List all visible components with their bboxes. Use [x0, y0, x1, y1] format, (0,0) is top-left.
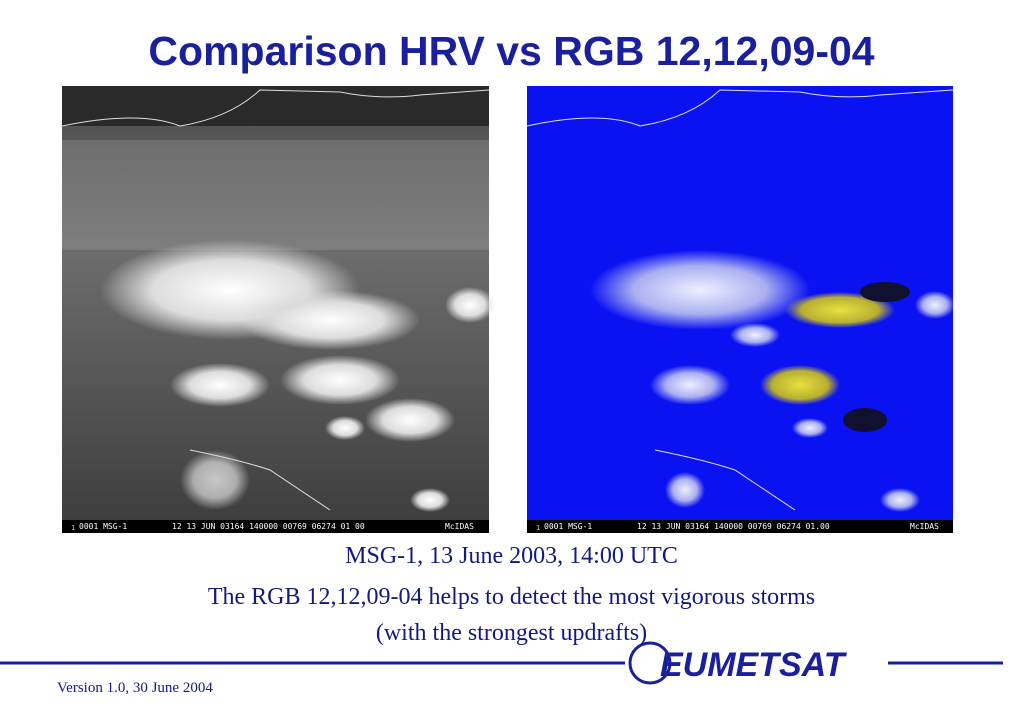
- image-stamp: 12 13 JUN 03164 140000 00769 06274 01.00: [637, 522, 830, 531]
- image-id: 0001 MSG-1: [79, 522, 127, 531]
- image-stamp: 12 13 JUN 03164 140000 00769 06274 01 00: [172, 522, 365, 531]
- image-id: 0001 MSG-1: [544, 522, 592, 531]
- caption-line: The RGB 12,12,09-04 helps to detect the …: [207, 584, 816, 610]
- logo: EUMETSAT: [660, 646, 848, 684]
- image-source: McIDAS: [910, 522, 939, 531]
- caption-line: MSG-1, 13 June 2003, 14:00 UTC: [345, 543, 678, 569]
- frame-number: 1: [536, 524, 540, 532]
- rgb-image: [526, 86, 955, 533]
- frame-number: 1: [71, 524, 75, 532]
- slide-title: Comparison HRV vs RGB 12,12,09-04: [148, 28, 875, 74]
- caption-line: (with the strongest updrafts): [375, 620, 648, 646]
- logo-mark: [628, 641, 672, 685]
- image-source: McIDAS: [445, 522, 474, 531]
- hrv-image: [61, 86, 495, 533]
- version-note: Version 1.0, 30 June 2004: [57, 680, 213, 696]
